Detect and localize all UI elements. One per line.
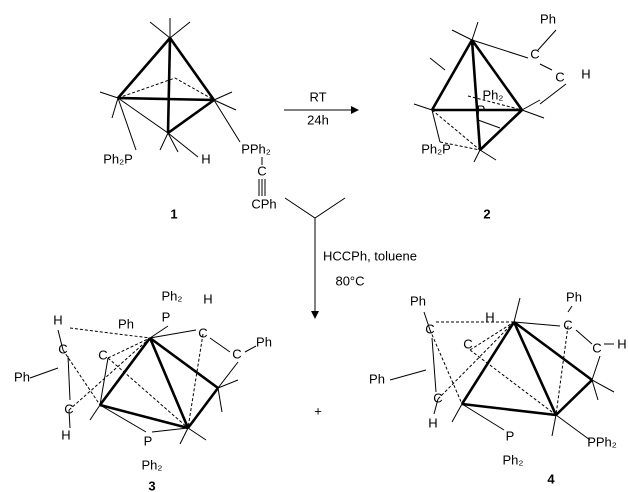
atom-label: C <box>555 69 564 84</box>
atom-label: C <box>64 401 73 416</box>
atom-label: H <box>485 309 494 324</box>
atom-label: Ph <box>256 334 272 349</box>
atom-label: C <box>198 325 207 340</box>
atom-label: Ph₂ <box>162 288 183 303</box>
atom-label: C <box>433 390 442 405</box>
atom-label: H <box>61 427 70 442</box>
atom-label: PPh₂ <box>241 141 271 156</box>
compound-4-bonds <box>390 298 614 440</box>
atom-label: Ph₂ <box>142 457 163 472</box>
atom-label: C <box>257 163 266 178</box>
atom-label: C <box>563 317 572 332</box>
plus: + <box>314 403 322 418</box>
atom-label: H <box>53 312 62 327</box>
atom-label: C <box>58 341 67 356</box>
compound-number: 3 <box>148 478 155 492</box>
atom-label: H <box>428 415 437 430</box>
condition: RT <box>309 89 326 104</box>
atom-label: Ph <box>369 371 385 386</box>
condition: HCCPh, toluene <box>323 248 417 263</box>
atom-label: P <box>506 428 515 443</box>
atom-label: Ph <box>566 289 582 304</box>
atom-label: PPh₂ <box>587 434 617 449</box>
atom-label: P <box>144 433 153 448</box>
atom-label: C <box>530 46 539 61</box>
compound-number: 2 <box>483 206 490 221</box>
atom-label: Ph <box>118 316 134 331</box>
condition: 80°C <box>335 273 364 288</box>
compound-1-bonds <box>100 18 265 196</box>
atom-label: Ph₂ <box>503 452 524 467</box>
atom-label: Ph₂P <box>103 151 133 166</box>
atom-label: Ph <box>410 293 426 308</box>
compound-number: 4 <box>547 471 555 486</box>
atom-label: C <box>232 346 241 361</box>
atom-label: C <box>98 347 107 362</box>
atom-label: P <box>162 309 171 324</box>
atom-label: H <box>581 66 590 81</box>
compound-number: 1 <box>170 206 177 221</box>
atom-label: H <box>617 336 626 351</box>
atom-label: C <box>592 340 601 355</box>
scheme: Ph₂P H PPh₂ C CPh 1 RT 24h Ph C C H Ph₂ … <box>0 0 628 492</box>
atom-label: C <box>463 336 472 351</box>
atom-label: CPh <box>251 196 276 211</box>
atom-label: Ph <box>14 369 30 384</box>
atom-label: P <box>477 102 486 117</box>
atom-label: C <box>425 321 434 336</box>
atom-label: Ph <box>540 11 556 26</box>
condition: 24h <box>307 112 329 127</box>
atom-label: H <box>203 291 212 306</box>
atom-label: Ph₂ <box>483 87 504 102</box>
atom-label: H <box>201 151 210 166</box>
atom-label: Ph₂P <box>421 141 451 156</box>
